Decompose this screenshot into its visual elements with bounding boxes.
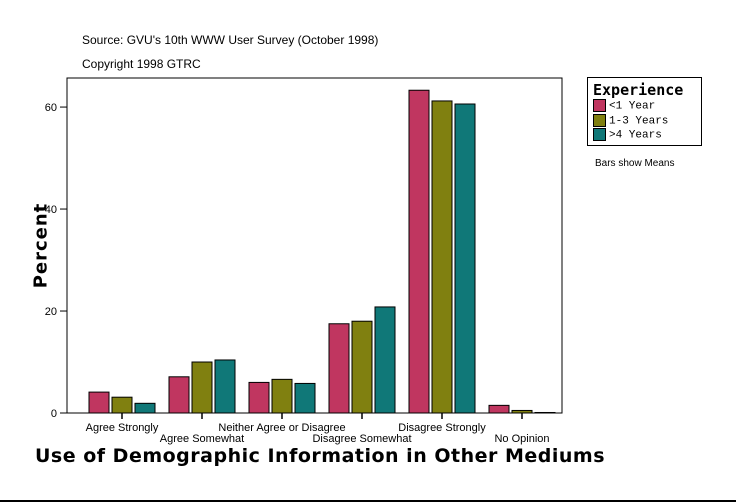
- bar: [88, 391, 110, 414]
- bar: [488, 404, 510, 414]
- legend-label: <1 Year: [609, 100, 656, 113]
- x-tick-label: Agree Strongly: [86, 422, 159, 434]
- y-tick-label: 40: [45, 204, 57, 216]
- legend-swatch: [593, 114, 606, 127]
- divider: [0, 500, 736, 502]
- copyright-text: Copyright 1998 GTRC: [82, 57, 201, 71]
- bar: [134, 402, 156, 414]
- note-text: Bars show Means: [595, 158, 675, 169]
- bar: [431, 100, 453, 414]
- y-tick-label: 20: [45, 306, 57, 318]
- legend-swatch: [593, 128, 606, 141]
- legend-title: Experience: [593, 81, 684, 99]
- legend-item: <1 Year: [593, 99, 655, 112]
- x-tick-label: Agree Somewhat: [160, 433, 244, 445]
- source-text: Source: GVU's 10th WWW User Survey (Octo…: [82, 33, 379, 47]
- bar: [294, 382, 316, 414]
- bar: [271, 378, 293, 414]
- legend: Experience <1 Year 1-3 Years >4 Years: [587, 77, 702, 146]
- bar: [168, 376, 190, 414]
- bar: [351, 320, 373, 414]
- x-tick-label: Neither Agree or Disagree: [218, 422, 345, 434]
- y-axis-title: Percent: [30, 202, 52, 289]
- legend-item: 1-3 Years: [593, 114, 668, 127]
- plot-frame: [66, 77, 563, 414]
- y-tick-label: 0: [51, 408, 57, 420]
- x-tick-label: No Opinion: [494, 433, 549, 445]
- legend-item: >4 Years: [593, 128, 662, 141]
- legend-label: >4 Years: [609, 129, 662, 142]
- bar: [248, 381, 270, 414]
- legend-label: 1-3 Years: [609, 115, 669, 128]
- x-tick-label: Disagree Strongly: [398, 422, 486, 434]
- bar: [214, 359, 236, 414]
- bar: [534, 411, 556, 414]
- x-tick-label: Disagree Somewhat: [312, 433, 411, 445]
- bar: [408, 89, 430, 414]
- bar: [374, 306, 396, 414]
- y-tick-label: 60: [45, 102, 57, 114]
- bar: [328, 323, 350, 414]
- legend-swatch: [593, 99, 606, 112]
- bar: [111, 396, 133, 414]
- bar: [511, 409, 533, 414]
- bar: [191, 361, 213, 414]
- bar: [454, 103, 476, 414]
- x-axis-title: Use of Demographic Information in Other …: [35, 445, 606, 467]
